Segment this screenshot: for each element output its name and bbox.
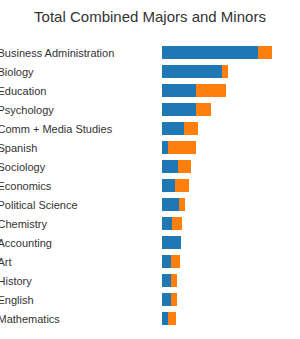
svg-text:Business Administration: Business Administration [0,47,114,59]
svg-text:Accounting: Accounting [0,237,52,249]
html-text:Total Combined Majors and Mino: Total Combined Majors and Minors [34,8,266,25]
svg-text:Political Science: Political Science [0,199,78,211]
svg-text:History: History [0,275,32,287]
svg-text:English: English [0,294,34,306]
svg-text:Economics: Economics [0,180,52,192]
svg-text:Chemistry: Chemistry [0,218,48,230]
svg-text:Biology: Biology [0,66,34,78]
svg-text:Sociology: Sociology [0,161,46,173]
svg-text:Comm + Media Studies: Comm + Media Studies [0,123,113,135]
svg-text:Psychology: Psychology [0,104,54,116]
svg-text:Spanish: Spanish [0,142,37,154]
svg-text:Art: Art [0,256,12,268]
svg-text:Education: Education [0,85,46,97]
svg-text:Mathematics: Mathematics [0,313,60,325]
